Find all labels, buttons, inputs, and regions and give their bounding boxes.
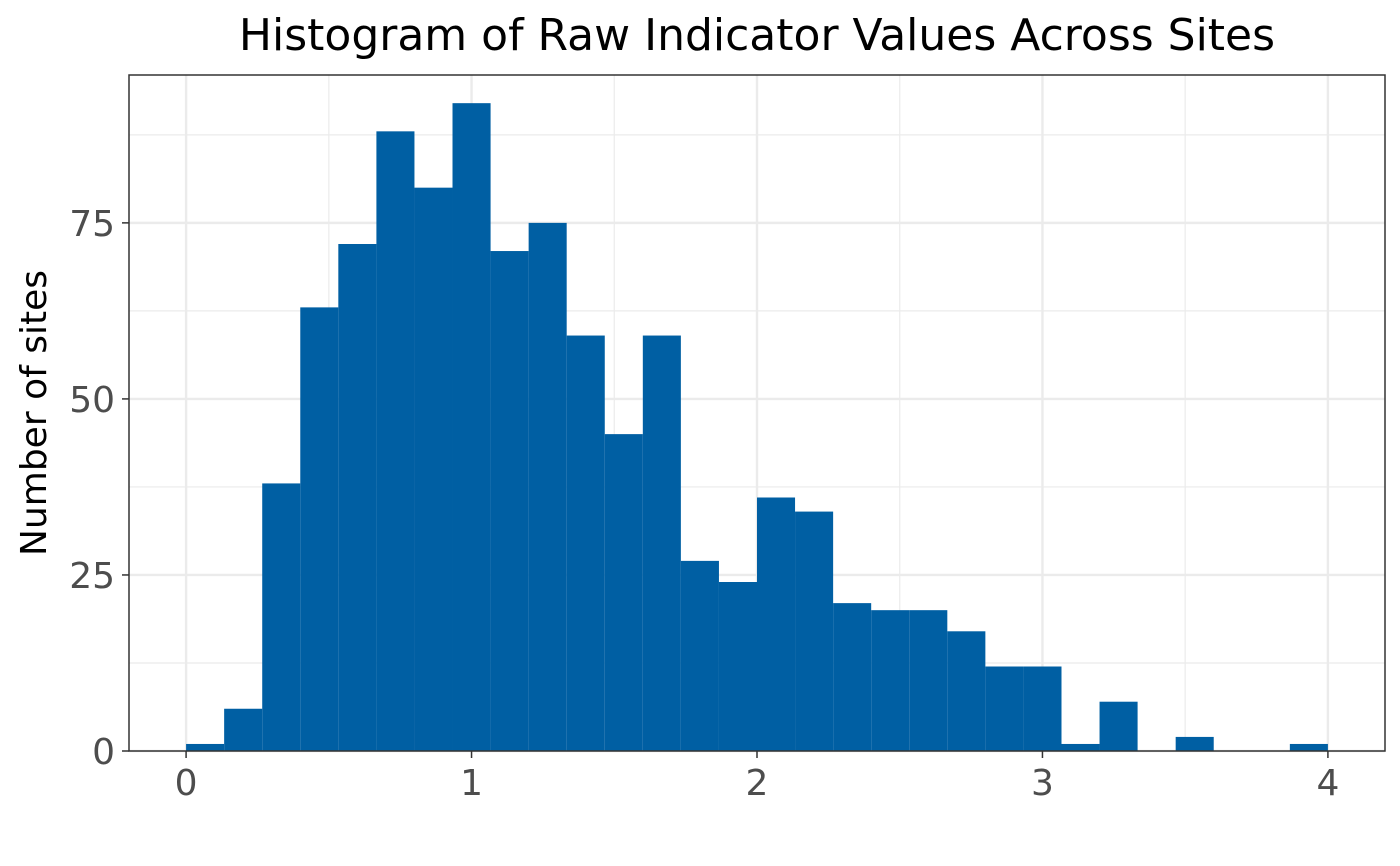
histogram-bar xyxy=(224,708,263,751)
histogram-bar xyxy=(376,131,415,752)
y-axis-label: Number of sites xyxy=(14,270,55,556)
histogram-bar xyxy=(528,222,567,751)
histogram-bar xyxy=(718,582,757,751)
histogram-bar xyxy=(909,610,948,751)
histogram-bar xyxy=(300,307,339,751)
x-tick-label: 1 xyxy=(460,763,483,804)
histogram-bar xyxy=(1175,736,1214,751)
histogram-bar xyxy=(985,666,1024,751)
x-tick-label: 0 xyxy=(175,763,198,804)
x-axis-ticks: 0 1 2 3 4 xyxy=(175,751,1339,804)
histogram-bar xyxy=(338,244,377,751)
histogram-bar xyxy=(566,335,605,751)
histogram-bar xyxy=(414,187,453,751)
chart-title: Histogram of Raw Indicator Values Across… xyxy=(239,10,1275,61)
x-tick-label: 3 xyxy=(1031,763,1054,804)
histogram-bar xyxy=(1289,743,1328,751)
histogram-bar xyxy=(186,743,225,751)
histogram-bar xyxy=(871,610,910,751)
histogram-bar xyxy=(262,483,301,751)
histogram-bar xyxy=(1099,701,1138,751)
y-tick-label: 0 xyxy=(92,732,115,773)
y-tick-label: 50 xyxy=(69,380,115,421)
histogram-bar xyxy=(642,335,681,751)
y-tick-label: 25 xyxy=(69,556,115,597)
histogram-bar xyxy=(1061,743,1100,751)
histogram-bar xyxy=(833,603,872,751)
histogram-bar xyxy=(1023,666,1062,751)
y-tick-label: 75 xyxy=(69,204,115,245)
histogram-bar xyxy=(795,511,834,751)
y-axis-ticks: 0 25 50 75 xyxy=(69,204,129,773)
x-tick-label: 4 xyxy=(1316,763,1339,804)
histogram-bar xyxy=(604,434,643,751)
x-tick-label: 2 xyxy=(746,763,769,804)
histogram-bar xyxy=(947,631,986,751)
histogram-bar xyxy=(452,103,491,751)
histogram-bar xyxy=(490,251,529,751)
histogram-bars xyxy=(186,103,1328,752)
histogram-bar xyxy=(680,560,719,751)
histogram-bar xyxy=(757,497,796,751)
